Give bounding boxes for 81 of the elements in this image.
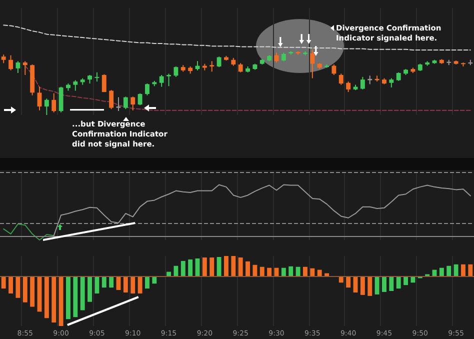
bar (30, 276, 35, 307)
bar (446, 266, 452, 277)
bar (346, 276, 351, 288)
bar (246, 261, 250, 277)
candlestick (37, 86, 42, 111)
bar (52, 276, 56, 323)
candlestick (389, 78, 394, 88)
candlestick (360, 76, 365, 90)
bar (210, 257, 214, 277)
candlestick (138, 92, 142, 106)
bar (382, 276, 386, 292)
bar (94, 276, 100, 294)
bar (22, 276, 28, 302)
bar (461, 264, 466, 277)
candlestick (73, 80, 78, 92)
candlestick (238, 62, 243, 73)
bar (439, 268, 444, 277)
bar (310, 268, 315, 277)
bar (389, 276, 394, 291)
candlestick (58, 86, 64, 113)
bar (360, 276, 365, 295)
candlestick (116, 96, 121, 112)
bar (88, 276, 92, 302)
bar (109, 276, 114, 288)
candlestick (332, 64, 336, 76)
candlestick (338, 73, 344, 86)
bar (138, 276, 142, 294)
candlestick (159, 74, 164, 88)
bar (288, 266, 294, 277)
bar (338, 276, 344, 283)
candlestick (16, 60, 20, 74)
bar (188, 259, 193, 277)
bar (404, 276, 408, 286)
candlestick (174, 66, 178, 78)
bar (145, 276, 150, 289)
bar (152, 276, 157, 284)
bar (130, 276, 136, 294)
bar (374, 276, 380, 294)
bar (123, 276, 128, 292)
bar (216, 256, 222, 277)
bar (454, 264, 458, 277)
bar (410, 276, 416, 283)
candlestick (145, 82, 150, 96)
candlestick (216, 56, 222, 68)
bar (174, 266, 178, 277)
bar (66, 276, 70, 320)
bar (296, 266, 300, 277)
candlestick (52, 92, 56, 113)
bar (102, 276, 106, 288)
bar (368, 276, 372, 296)
bar (396, 276, 401, 289)
candlestick (109, 90, 114, 110)
bar (44, 276, 49, 318)
bar (1, 276, 6, 289)
bar (281, 268, 286, 277)
candlestick (94, 72, 100, 82)
candlestick (44, 98, 49, 116)
bar (73, 276, 78, 318)
bar (267, 268, 272, 277)
candlestick (310, 48, 315, 79)
candlestick (8, 54, 13, 71)
bar (303, 266, 308, 277)
bar (231, 256, 236, 277)
candlestick (346, 81, 351, 93)
bar (238, 257, 243, 277)
bar (80, 276, 85, 310)
bar (180, 260, 186, 277)
bar (252, 264, 258, 277)
bar (224, 256, 228, 277)
candlestick (102, 74, 106, 93)
bar (260, 266, 264, 277)
bar (202, 257, 207, 277)
candlestick (123, 96, 128, 110)
candlestick (22, 60, 28, 76)
candlestick (130, 96, 136, 111)
candlestick (166, 73, 171, 87)
bar (16, 276, 20, 298)
bar (8, 276, 13, 294)
bar (58, 276, 64, 326)
bar (468, 264, 473, 277)
candlestick (210, 60, 214, 72)
